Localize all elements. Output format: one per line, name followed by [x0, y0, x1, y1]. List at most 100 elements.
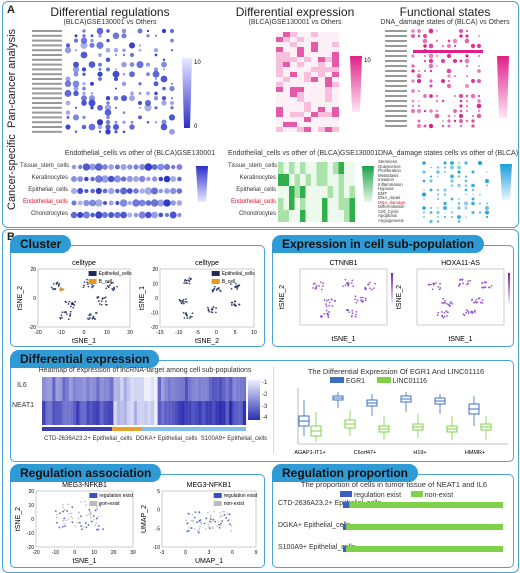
scatter-point [430, 283, 432, 286]
heat-cell [300, 210, 306, 222]
heat-cell [276, 117, 283, 122]
dot [443, 193, 447, 196]
scatter-point [182, 298, 185, 301]
scatter-point [76, 521, 79, 524]
heat-cell [232, 401, 236, 425]
scatter-point [212, 510, 215, 513]
heat-cell [174, 377, 179, 401]
diffexp-tab[interactable]: Differential expression [10, 350, 160, 368]
heat-cell [305, 198, 311, 210]
dot [73, 61, 79, 68]
heat-cell [290, 32, 297, 37]
cs3-row: Hypoxia [378, 186, 394, 191]
bar-nonexist [346, 546, 503, 552]
row-label-mark [385, 30, 407, 32]
heat-cell [42, 401, 46, 425]
row-label-mark [385, 50, 407, 52]
dot [450, 174, 454, 179]
row-label-mark [32, 73, 62, 76]
dot [170, 176, 177, 182]
scatter-point [312, 287, 314, 289]
heat-cell [65, 377, 70, 401]
dot [170, 101, 174, 105]
y-axis-label: tSNE_2 [396, 285, 403, 309]
scatter-point [467, 312, 470, 315]
heat-cell [311, 62, 318, 67]
scatter-point [190, 527, 193, 529]
regassoc-tab[interactable]: Regulation association [10, 464, 162, 482]
dot [95, 163, 103, 171]
scatter-point [211, 307, 214, 310]
heat-cell [130, 377, 134, 401]
regprop-cat-2: S100A9+ Epithelial_cells [278, 544, 356, 551]
heat-cell [79, 377, 83, 401]
scatter-point [231, 301, 234, 304]
dot [105, 124, 111, 130]
scatter-point [312, 283, 315, 285]
dot [138, 199, 146, 207]
heat-cell [276, 127, 283, 132]
row-label-mark [32, 44, 62, 47]
scatter-point [445, 310, 447, 312]
dot [436, 210, 440, 215]
scatter-point [113, 288, 116, 291]
dot [153, 96, 159, 101]
heat-cell [297, 92, 304, 97]
dot [465, 64, 469, 68]
scatter-point [90, 516, 92, 519]
dot [158, 176, 164, 182]
dot [471, 79, 475, 83]
scatter-point [83, 281, 86, 284]
dot [120, 176, 127, 182]
cs1-row-labels: Tissue_stem_cells Keratinocytes Epitheli… [20, 163, 69, 223]
regassoc-tsne-plot: MEG3-NFKB1 tSNE_1 tSNE_2 -20 -10 0 10 20 30 20 10 0… [15, 482, 136, 565]
legend-label: regulation exist [99, 493, 133, 499]
heat-cell [289, 174, 295, 186]
dot [429, 79, 433, 83]
dot [411, 69, 415, 73]
heat-cell [304, 77, 311, 82]
dot [128, 42, 136, 49]
y-tick-label: 20 [152, 267, 158, 273]
heat-cell [59, 377, 63, 401]
cluster-tab[interactable]: Cluster [10, 235, 72, 253]
heat-cell [304, 32, 311, 37]
scatter-point [219, 511, 221, 514]
dot [122, 120, 126, 124]
dot [476, 113, 482, 119]
plot-frame [37, 268, 131, 328]
dot [441, 124, 445, 128]
dot [477, 109, 481, 113]
heat-cell [232, 377, 236, 401]
row-label-mark [385, 95, 407, 97]
heat-cell [311, 97, 318, 102]
dot [105, 119, 111, 125]
scatter-point [69, 310, 72, 313]
scatter-point [216, 525, 219, 528]
heat-cell [311, 57, 318, 62]
row-label-mark [385, 40, 407, 42]
regprop-tab[interactable]: Regulation proportion [272, 464, 418, 482]
scatter-point [65, 519, 68, 522]
dot [129, 95, 135, 102]
heat-cell [344, 210, 350, 222]
scatter-point [206, 511, 209, 514]
heat-cell [45, 401, 49, 425]
dot [459, 99, 463, 103]
heat-cell [222, 377, 226, 401]
heat-cell [325, 42, 332, 47]
diff-expression-heatmap: 10 [276, 32, 371, 132]
subpop-tab[interactable]: Expression in cell sub-population [272, 235, 485, 253]
dot [423, 69, 427, 73]
dot [429, 188, 433, 192]
dot [435, 54, 439, 58]
dot [423, 44, 427, 48]
dot [121, 81, 127, 87]
heat-cell [283, 92, 290, 97]
heat-cell [294, 186, 300, 198]
scatter-point [211, 520, 214, 522]
cs2-row: Endothelial_cells [230, 199, 276, 205]
heat-cell [332, 112, 339, 117]
heat-cell [76, 401, 80, 425]
dot [418, 90, 420, 92]
